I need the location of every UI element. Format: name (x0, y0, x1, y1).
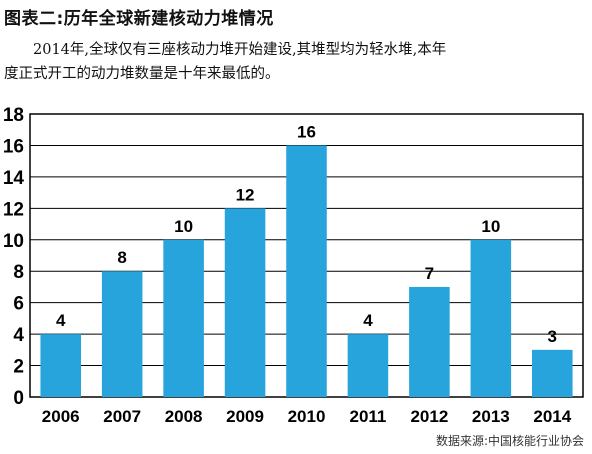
x-tick-label: 2007 (103, 407, 141, 426)
data-label: 12 (236, 185, 255, 204)
data-label: 16 (297, 122, 316, 141)
x-tick-label: 2012 (410, 407, 448, 426)
bar (224, 208, 266, 397)
chart-description: 2014年,全球仅有三座核动力堆开始建设,其堆型均为轻水堆,本年度正式开工的动力… (4, 38, 590, 86)
y-tick-label: 12 (3, 199, 24, 220)
description-line-2: 度正式开工的动力堆数量是十年来最低的。 (4, 66, 280, 82)
y-tick-label: 10 (3, 231, 24, 252)
data-label: 10 (174, 217, 193, 236)
x-tick-label: 2006 (42, 407, 80, 426)
y-tick-label: 8 (13, 262, 24, 283)
data-label: 8 (117, 248, 126, 267)
y-tick-label: 2 (13, 357, 24, 378)
data-label: 4 (363, 311, 373, 330)
bar (409, 286, 450, 397)
y-tick-label: 6 (13, 294, 24, 315)
y-tick-label: 14 (3, 168, 25, 189)
description-line-1: 2014年,全球仅有三座核动力堆开始建设,其堆型均为轻水堆,本年 (33, 42, 447, 58)
data-label: 4 (56, 311, 66, 330)
y-tick-label: 4 (13, 325, 24, 346)
bar (347, 334, 389, 397)
bar (40, 334, 81, 397)
y-tick-label: 0 (13, 388, 24, 409)
data-label: 7 (425, 264, 434, 283)
data-label: 10 (481, 217, 500, 236)
x-tick-label: 2011 (349, 407, 386, 426)
bar (470, 239, 512, 397)
x-tick-label: 2009 (226, 407, 264, 426)
y-tick-label: 18 (3, 105, 24, 126)
bar (163, 239, 204, 397)
x-tick-label: 2010 (288, 407, 326, 426)
bar (286, 145, 327, 397)
source-note: 数据来源:中国核能行业协会 (435, 434, 584, 448)
data-label: 3 (548, 327, 557, 346)
x-tick-label: 2013 (472, 407, 510, 426)
x-tick-label: 2014 (533, 407, 571, 426)
chart-title: 图表二:历年全球新建核动力堆情况 (4, 9, 274, 29)
y-tick-label: 16 (3, 136, 24, 157)
bar (101, 271, 143, 397)
bar (532, 349, 573, 397)
x-tick-label: 2008 (165, 407, 203, 426)
